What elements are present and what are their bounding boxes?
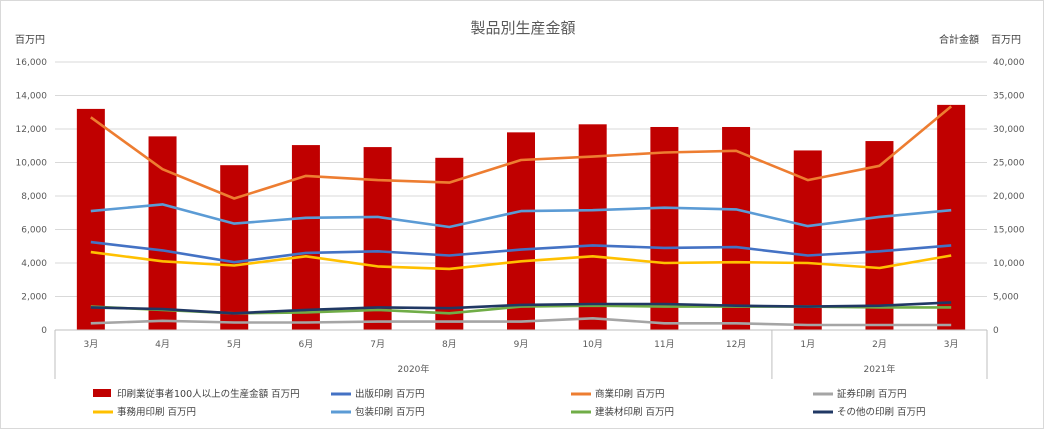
legend-label: 証券印刷 百万円	[837, 388, 907, 400]
right-tick-label: 30,000	[993, 125, 1025, 135]
series-line	[90, 316, 952, 327]
year-group-label: 2021年	[864, 363, 896, 375]
bar	[220, 165, 249, 330]
left-tick-label: 2,000	[21, 293, 47, 303]
right-axis-unit: 百万円	[991, 34, 1021, 46]
legend-label: 事務用印刷 百万円	[117, 406, 196, 418]
x-tick-label: 7月	[370, 339, 385, 350]
bar	[578, 124, 607, 330]
bar	[148, 136, 177, 330]
bar	[76, 108, 105, 331]
bar	[507, 132, 535, 330]
legend-label: 包装印刷 百万円	[355, 406, 425, 418]
series-line	[90, 250, 952, 271]
x-tick-label: 8月	[442, 339, 457, 350]
bar	[363, 147, 392, 330]
right-tick-label: 25,000	[993, 159, 1025, 169]
left-tick-label: 8,000	[21, 192, 47, 202]
x-tick-label: 6月	[299, 339, 314, 350]
x-tick-label: 4月	[155, 339, 170, 350]
left-tick-label: 14,000	[16, 92, 48, 102]
bar	[722, 126, 751, 331]
right-tick-label: 10,000	[993, 259, 1025, 269]
x-tick-label: 2月	[872, 339, 887, 350]
right-tick-label: 35,000	[993, 92, 1025, 102]
bar	[650, 126, 679, 331]
right-tick-label: 0	[993, 326, 999, 336]
left-tick-label: 16,000	[16, 58, 48, 68]
legend-label: 印刷業従事者100人以上の生産金額 百万円	[117, 388, 300, 400]
bar	[937, 104, 966, 330]
bar	[291, 145, 320, 330]
x-tick-label: 11月	[654, 339, 674, 350]
legend-label: 商業印刷 百万円	[595, 388, 665, 400]
series-line	[90, 105, 953, 200]
x-tick-label: 12月	[726, 339, 746, 350]
right-tick-label: 5,000	[993, 293, 1019, 303]
legend-label: その他の印刷 百万円	[837, 406, 926, 418]
left-tick-label: 0	[41, 326, 47, 336]
right-tick-label: 40,000	[993, 58, 1025, 68]
x-tick-label: 3月	[944, 339, 959, 350]
x-tick-label: 10月	[582, 339, 602, 350]
bar	[435, 157, 464, 330]
series-line	[90, 203, 952, 229]
left-axis-unit: 百万円	[15, 34, 45, 46]
x-tick-label: 9月	[514, 339, 529, 350]
x-tick-label: 3月	[83, 339, 98, 350]
series-line	[90, 240, 952, 264]
left-tick-label: 6,000	[21, 226, 47, 236]
chart-title: 製品別生産金額	[470, 19, 575, 37]
right-axis-label: 合計金額	[939, 33, 979, 46]
right-tick-label: 20,000	[993, 192, 1025, 202]
legend-label: 建装材印刷 百万円	[595, 406, 674, 418]
bar	[865, 141, 894, 330]
left-tick-label: 12,000	[16, 125, 48, 135]
series-line	[90, 301, 952, 315]
year-group-label: 2020年	[398, 363, 430, 375]
x-tick-label: 5月	[227, 339, 242, 350]
right-tick-label: 15,000	[993, 226, 1025, 236]
left-tick-label: 10,000	[16, 159, 48, 169]
legend-label: 出版印刷 百万円	[355, 388, 425, 400]
legend-swatch	[93, 389, 111, 397]
left-tick-label: 4,000	[21, 259, 47, 269]
x-tick-label: 1月	[800, 339, 815, 350]
